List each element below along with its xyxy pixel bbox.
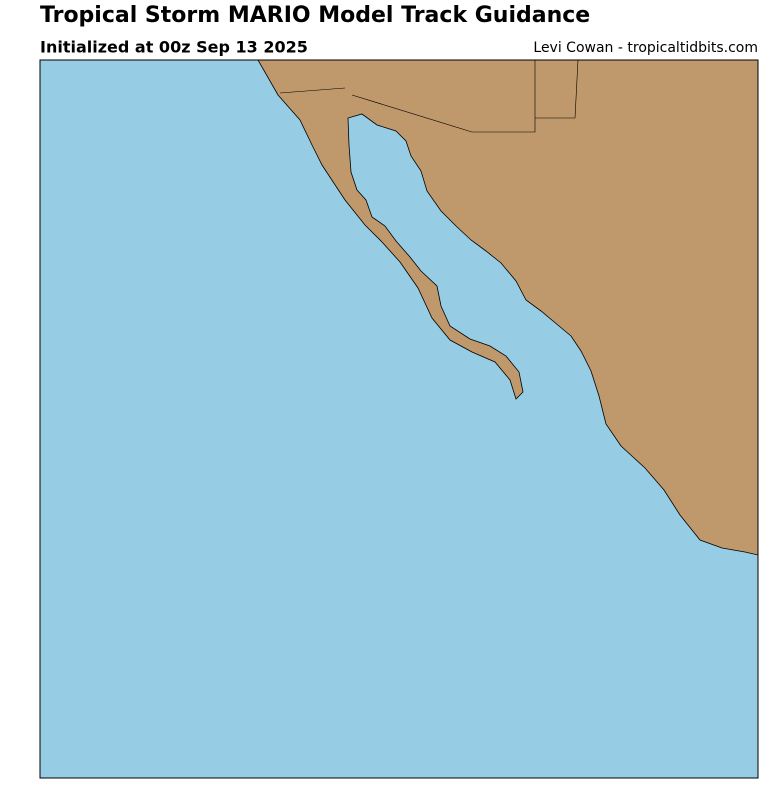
- subtitle: Initialized at 00z Sep 13 2025: [40, 38, 308, 57]
- map: [40, 60, 758, 778]
- credit: Levi Cowan - tropicaltidbits.com: [533, 40, 758, 56]
- border: [279, 60, 579, 133]
- land: [257, 60, 758, 556]
- title: Tropical Storm MARIO Model Track Guidanc…: [40, 3, 590, 28]
- frame: [39, 59, 759, 779]
